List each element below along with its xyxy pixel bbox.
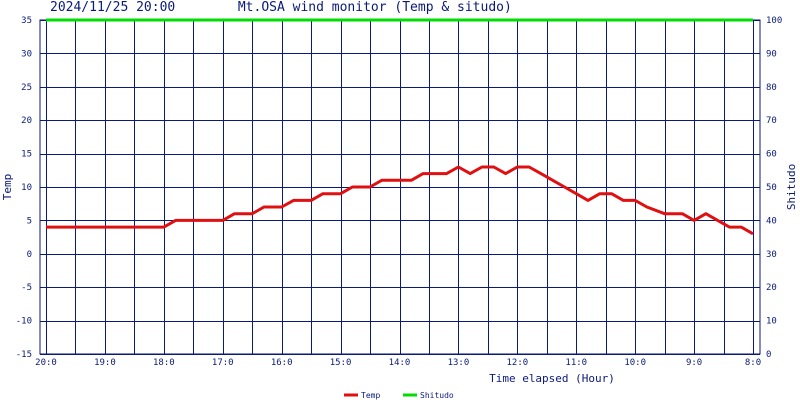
y-tick-label-left: 35 bbox=[21, 16, 32, 26]
y-tick-label-left: -15 bbox=[16, 350, 32, 360]
y-tick-label-left: 30 bbox=[21, 49, 32, 59]
y-tick-label-right: 40 bbox=[766, 216, 777, 226]
x-tick-label: 14:0 bbox=[389, 358, 411, 368]
legend-temp-label: Temp bbox=[361, 391, 380, 400]
series-line-temp bbox=[46, 165, 754, 236]
y-tick-label-right: 50 bbox=[766, 183, 777, 193]
y-tick-label-left: 10 bbox=[21, 183, 32, 193]
title-text: Mt.OSA wind monitor (Temp & situdo) bbox=[237, 0, 512, 15]
y-tick-label-right: 30 bbox=[766, 250, 777, 260]
x-tick-label: 17:0 bbox=[212, 358, 234, 368]
legend: Temp Shitudo bbox=[344, 391, 454, 400]
x-tick-label: 11:0 bbox=[565, 358, 587, 368]
x-tick-label: 12:0 bbox=[506, 358, 528, 368]
x-tick-label: 9:0 bbox=[686, 358, 702, 368]
x-tick-label: 15:0 bbox=[330, 358, 352, 368]
ticks-layer: 35302520151050-5-10-15100908070605040302… bbox=[16, 16, 783, 368]
x-tick-label: 8:0 bbox=[745, 358, 761, 368]
x-tick-label: 18:0 bbox=[153, 358, 175, 368]
y-tick-label-left: 15 bbox=[21, 150, 32, 160]
y-tick-label-left: 20 bbox=[21, 116, 32, 126]
y-tick-label-left: -10 bbox=[16, 317, 32, 327]
x-axis-label: Time elapsed (Hour) bbox=[489, 372, 615, 385]
y-tick-label-left: -5 bbox=[21, 283, 32, 293]
x-tick-label: 16:0 bbox=[271, 358, 293, 368]
y-axis-label-left: Temp bbox=[1, 174, 14, 201]
title-datetime: 2024/11/25 20:00 bbox=[50, 0, 176, 15]
x-tick-label: 20:0 bbox=[35, 358, 57, 368]
y-tick-label-right: 70 bbox=[766, 116, 777, 126]
y-tick-label-right: 90 bbox=[766, 49, 777, 59]
y-tick-label-left: 5 bbox=[27, 216, 32, 226]
x-tick-label: 13:0 bbox=[448, 358, 470, 368]
y-tick-label-left: 0 bbox=[27, 250, 32, 260]
grid-layer bbox=[39, 19, 761, 355]
y-tick-label-right: 0 bbox=[766, 350, 771, 360]
y-tick-label-right: 60 bbox=[766, 150, 777, 160]
y-tick-label-right: 10 bbox=[766, 317, 777, 327]
x-tick-label: 19:0 bbox=[94, 358, 116, 368]
y-tick-label-left: 25 bbox=[21, 83, 32, 93]
y-axis-label-right: Shitudo bbox=[785, 164, 798, 210]
legend-shitudo-label: Shitudo bbox=[420, 391, 454, 400]
y-tick-label-right: 80 bbox=[766, 83, 777, 93]
series-layer bbox=[46, 18, 754, 236]
y-tick-label-right: 100 bbox=[766, 16, 782, 26]
chart-title: 2024/11/25 20:00 Mt.OSA wind monitor (Te… bbox=[50, 0, 512, 15]
y-tick-label-right: 20 bbox=[766, 283, 777, 293]
x-tick-label: 10:0 bbox=[624, 358, 646, 368]
